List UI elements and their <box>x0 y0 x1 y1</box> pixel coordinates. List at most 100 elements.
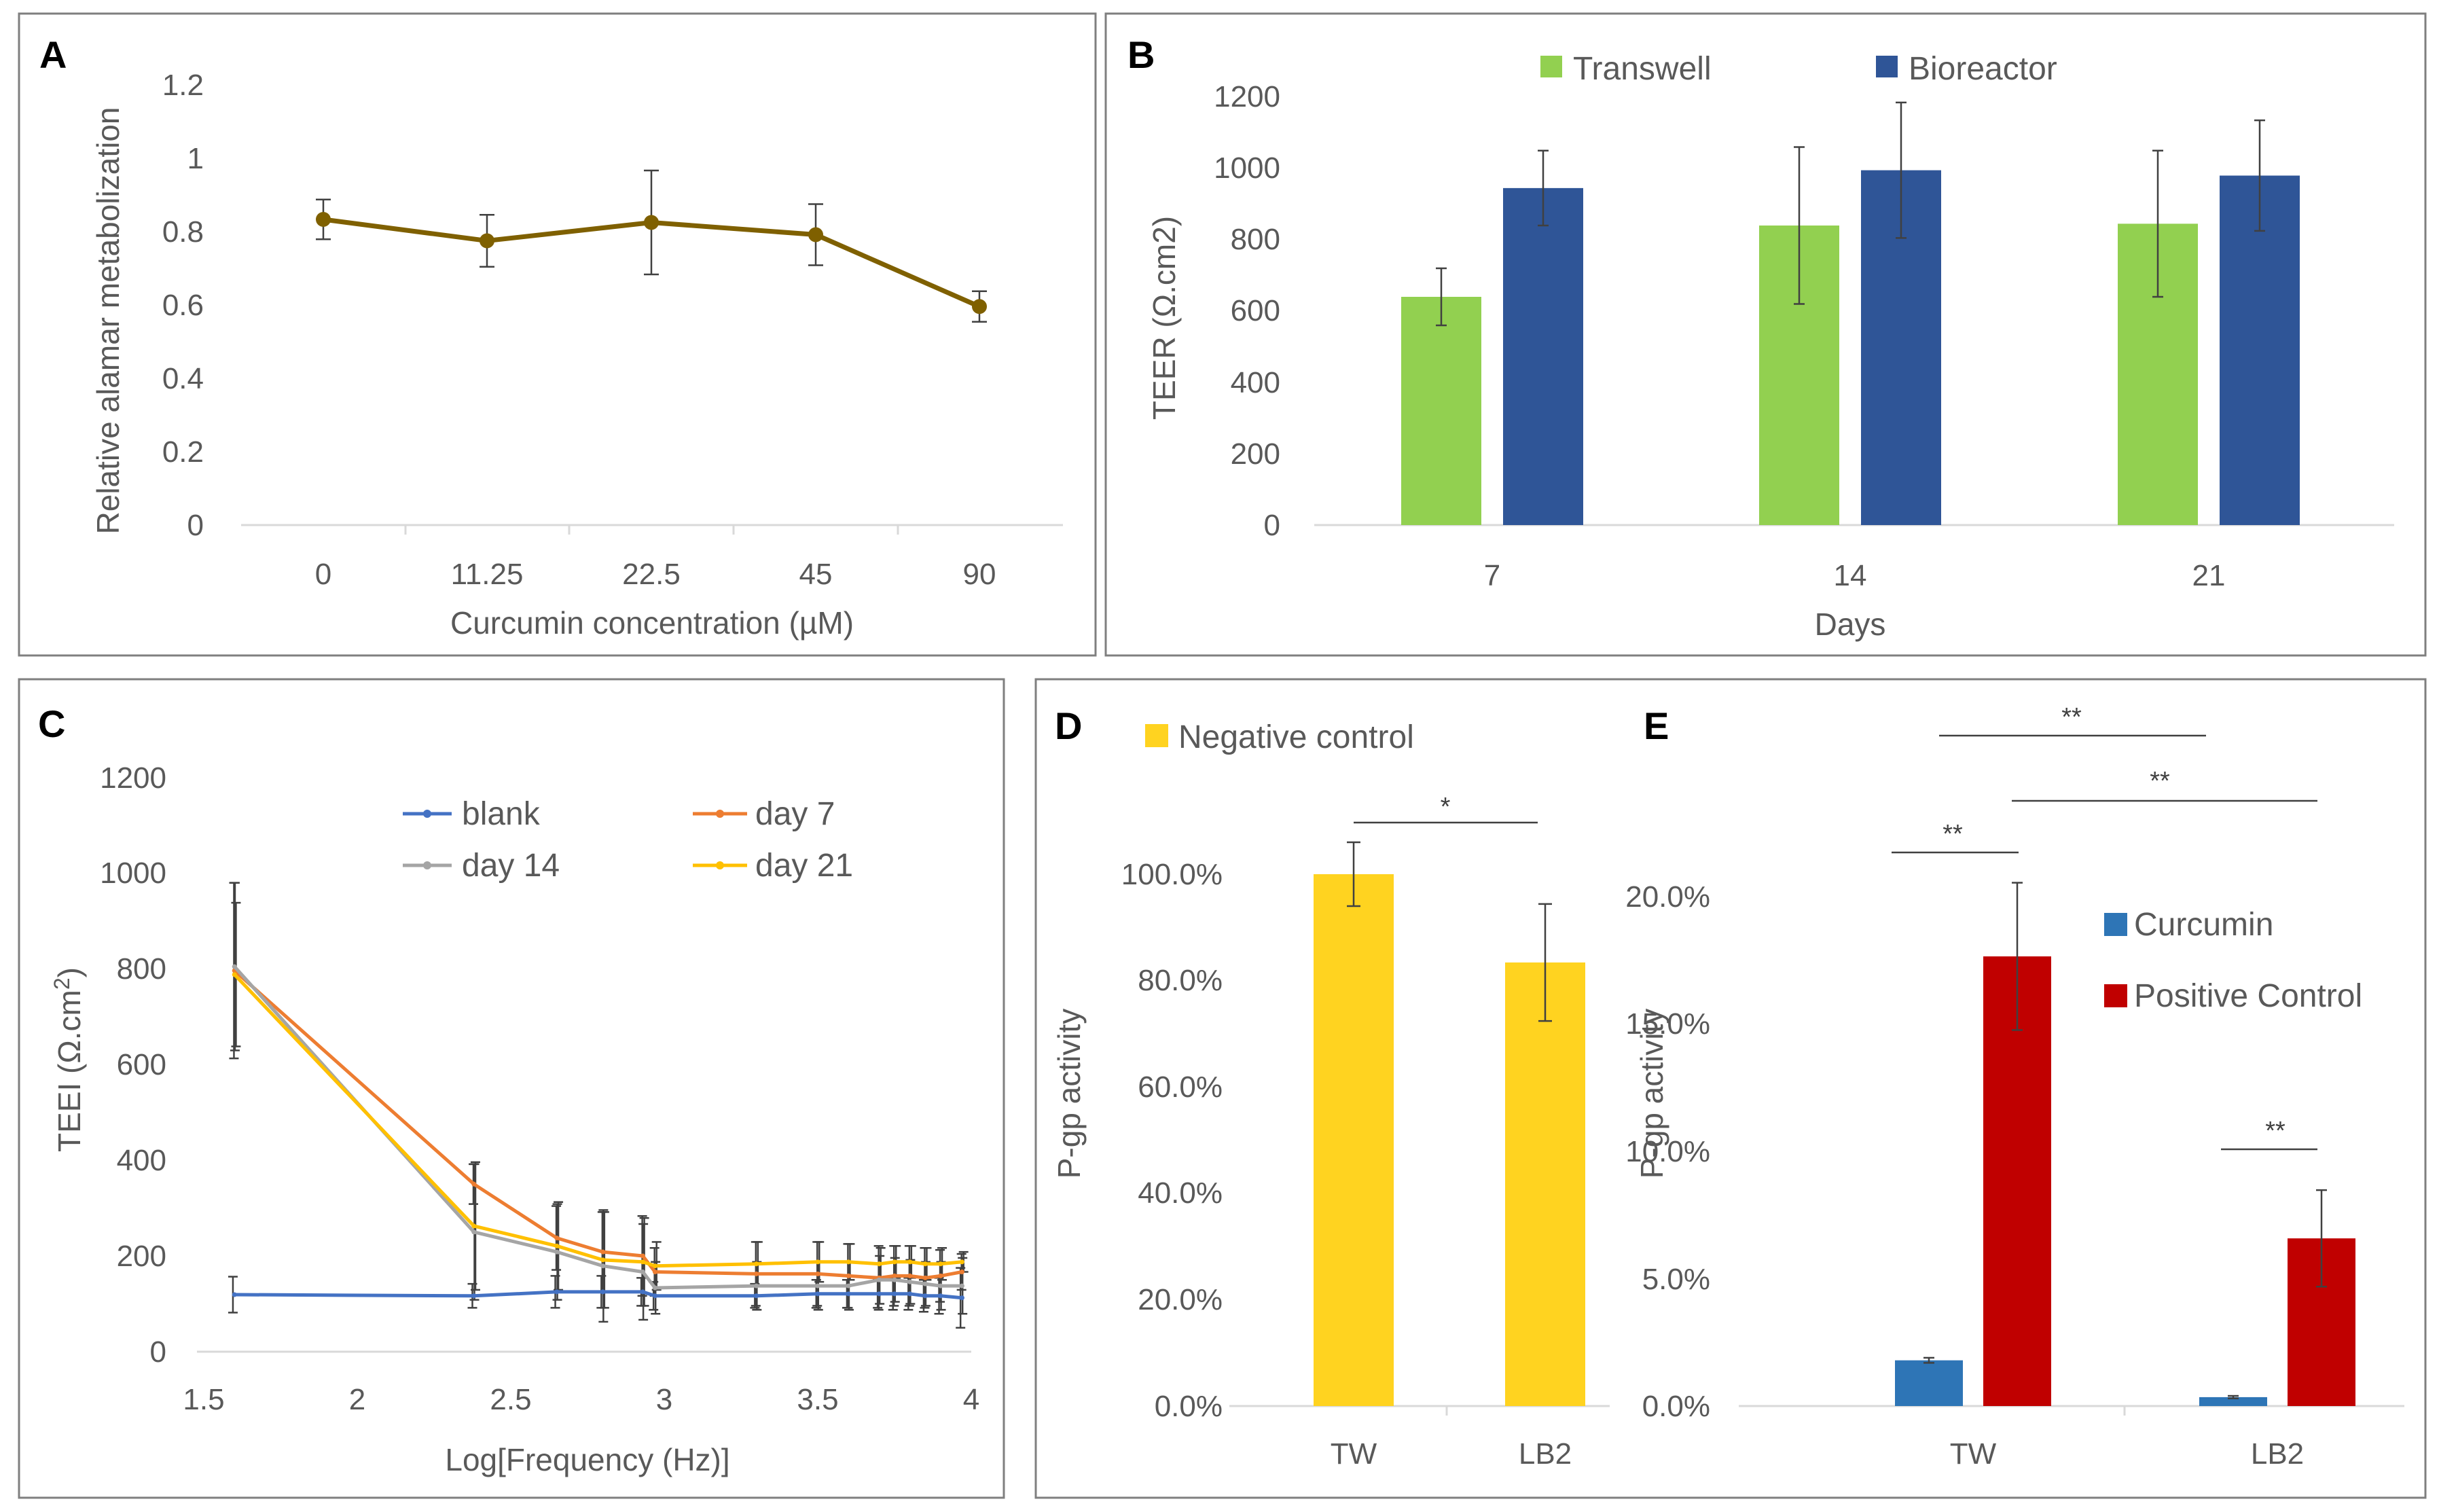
legend-label-blank: blank <box>462 796 541 832</box>
series-line-day-7 <box>233 969 962 1280</box>
significance-label-e3: ** <box>1943 820 1963 848</box>
chart-d-y-tick: 80.0% <box>1138 964 1223 997</box>
chart-c-y-tick: 600 <box>117 1048 166 1081</box>
chart-a-y-tick: 0.2 <box>162 435 204 469</box>
data-point <box>652 1270 657 1274</box>
data-point <box>815 1291 820 1297</box>
chart-a-x-tick: 22.5 <box>622 558 681 591</box>
chart-e: 0.0% 5.0% 10.0% 15.0% 20.0% TW LB2 P-gp … <box>1625 703 2404 1471</box>
chart-e-y-tick: 15.0% <box>1625 1007 1710 1041</box>
chart-c-marks <box>228 882 969 1329</box>
legend-label-negative-control: Negative control <box>1178 719 1414 755</box>
data-point <box>815 1283 820 1289</box>
error-bar <box>2316 1189 2327 1288</box>
data-point <box>754 1271 759 1276</box>
error-bar <box>2228 1394 2239 1400</box>
series-line-day-21 <box>233 973 962 1268</box>
legend-label-day21: day 21 <box>755 848 853 884</box>
data-point <box>846 1273 851 1278</box>
error-bar <box>1538 149 1549 227</box>
error-bar <box>2152 149 2163 298</box>
chart-c-x-tick: 3.5 <box>797 1383 838 1416</box>
data-point <box>846 1259 851 1265</box>
bar-positive-control <box>1983 956 2051 1406</box>
data-point <box>815 1271 820 1276</box>
data-point <box>754 1293 759 1299</box>
chart-c-x-tick: 4 <box>963 1383 979 1416</box>
data-point <box>959 1270 964 1274</box>
chart-a-axis-ticks <box>404 525 899 535</box>
chart-c-y-tick: 400 <box>117 1144 166 1177</box>
chart-e-x-tick: LB2 <box>2251 1437 2304 1471</box>
chart-d-x-tick: TW <box>1331 1437 1377 1471</box>
chart-a-y-tick: 1.2 <box>162 69 204 102</box>
chart-a-y-tick: 1 <box>187 142 204 175</box>
chart-d-y-tick: 100.0% <box>1121 858 1223 891</box>
error-bar <box>1896 101 1907 239</box>
panel-b-frame <box>1104 12 2427 657</box>
chart-a-x-tick: 90 <box>963 558 996 591</box>
chart-c-x-tick: 3 <box>656 1383 672 1416</box>
data-point <box>652 1263 657 1269</box>
data-point <box>644 215 659 230</box>
data-point <box>554 1236 560 1241</box>
chart-a-y-tick: 0.8 <box>162 215 204 249</box>
legend-swatch-curcumin <box>2104 913 2127 936</box>
data-point <box>938 1261 943 1267</box>
data-point <box>554 1289 560 1295</box>
chart-c-y-tick: 0 <box>150 1335 166 1369</box>
chart-b-y-label: TEER (Ω.cm2) <box>1146 216 1182 420</box>
data-point <box>846 1283 851 1289</box>
error-bar <box>2012 882 2023 1031</box>
chart-a: 0 0.2 0.4 0.6 0.8 1 1.2 0 11.25 22.5 45 … <box>90 69 1063 641</box>
data-point <box>959 1283 964 1289</box>
chart-b-x-tick: 14 <box>1834 559 1867 592</box>
data-point <box>876 1291 882 1297</box>
error-bar <box>1436 267 1447 327</box>
data-point <box>938 1293 943 1299</box>
legend-label-bioreactor: Bioreactor <box>1909 51 2057 87</box>
bar-transwell <box>1401 297 1481 525</box>
legend-marker-day7 <box>716 810 724 818</box>
data-point <box>652 1285 657 1291</box>
significance-label-e4: ** <box>2265 1117 2286 1145</box>
data-point <box>232 972 237 977</box>
chart-c: 0 200 400 600 800 1000 1200 1.5 2 2.5 3 … <box>50 761 979 1477</box>
chart-a-y-label: Relative alamar metabolization <box>90 107 126 535</box>
data-point <box>232 964 237 969</box>
data-point <box>892 1277 897 1282</box>
data-point <box>640 1259 645 1265</box>
chart-c-y-tick: 800 <box>117 952 166 986</box>
data-point <box>480 233 494 249</box>
error-bar <box>1347 841 1360 907</box>
chart-b-y-tick: 1000 <box>1214 151 1280 185</box>
data-point <box>471 1229 477 1235</box>
legend-swatch-bioreactor <box>1876 56 1898 77</box>
chart-b-x-tick: 7 <box>1484 559 1500 592</box>
data-point <box>892 1273 897 1278</box>
chart-d-x-tick: LB2 <box>1519 1437 1572 1471</box>
data-point <box>600 1249 606 1255</box>
chart-e-y-label: P-gp activity <box>1634 1009 1669 1179</box>
chart-c-x-tick: 2.5 <box>490 1383 531 1416</box>
data-point <box>754 1283 759 1289</box>
data-point <box>640 1253 645 1259</box>
significance-label-d: * <box>1441 793 1451 821</box>
legend-label-curcumin: Curcumin <box>2134 907 2273 943</box>
data-point <box>808 227 823 242</box>
chart-d-y-tick: 40.0% <box>1138 1176 1223 1210</box>
legend-swatch-transwell <box>1540 56 1562 77</box>
data-point <box>471 1223 477 1229</box>
data-point <box>959 1295 964 1301</box>
data-point <box>938 1273 943 1278</box>
chart-e-x-tick: TW <box>1950 1437 1997 1471</box>
panel-c-frame <box>18 678 1005 1499</box>
chart-a-x-label: Curcumin concentration (µM) <box>450 605 854 641</box>
chart-b-y-tick: 400 <box>1231 366 1280 399</box>
chart-c-y-tick: 200 <box>117 1240 166 1273</box>
chart-b-y-tick: 1200 <box>1214 80 1280 113</box>
chart-c-y-tick: 1000 <box>100 857 166 890</box>
significance-label-e1: ** <box>2061 703 2082 732</box>
data-point <box>316 212 331 227</box>
